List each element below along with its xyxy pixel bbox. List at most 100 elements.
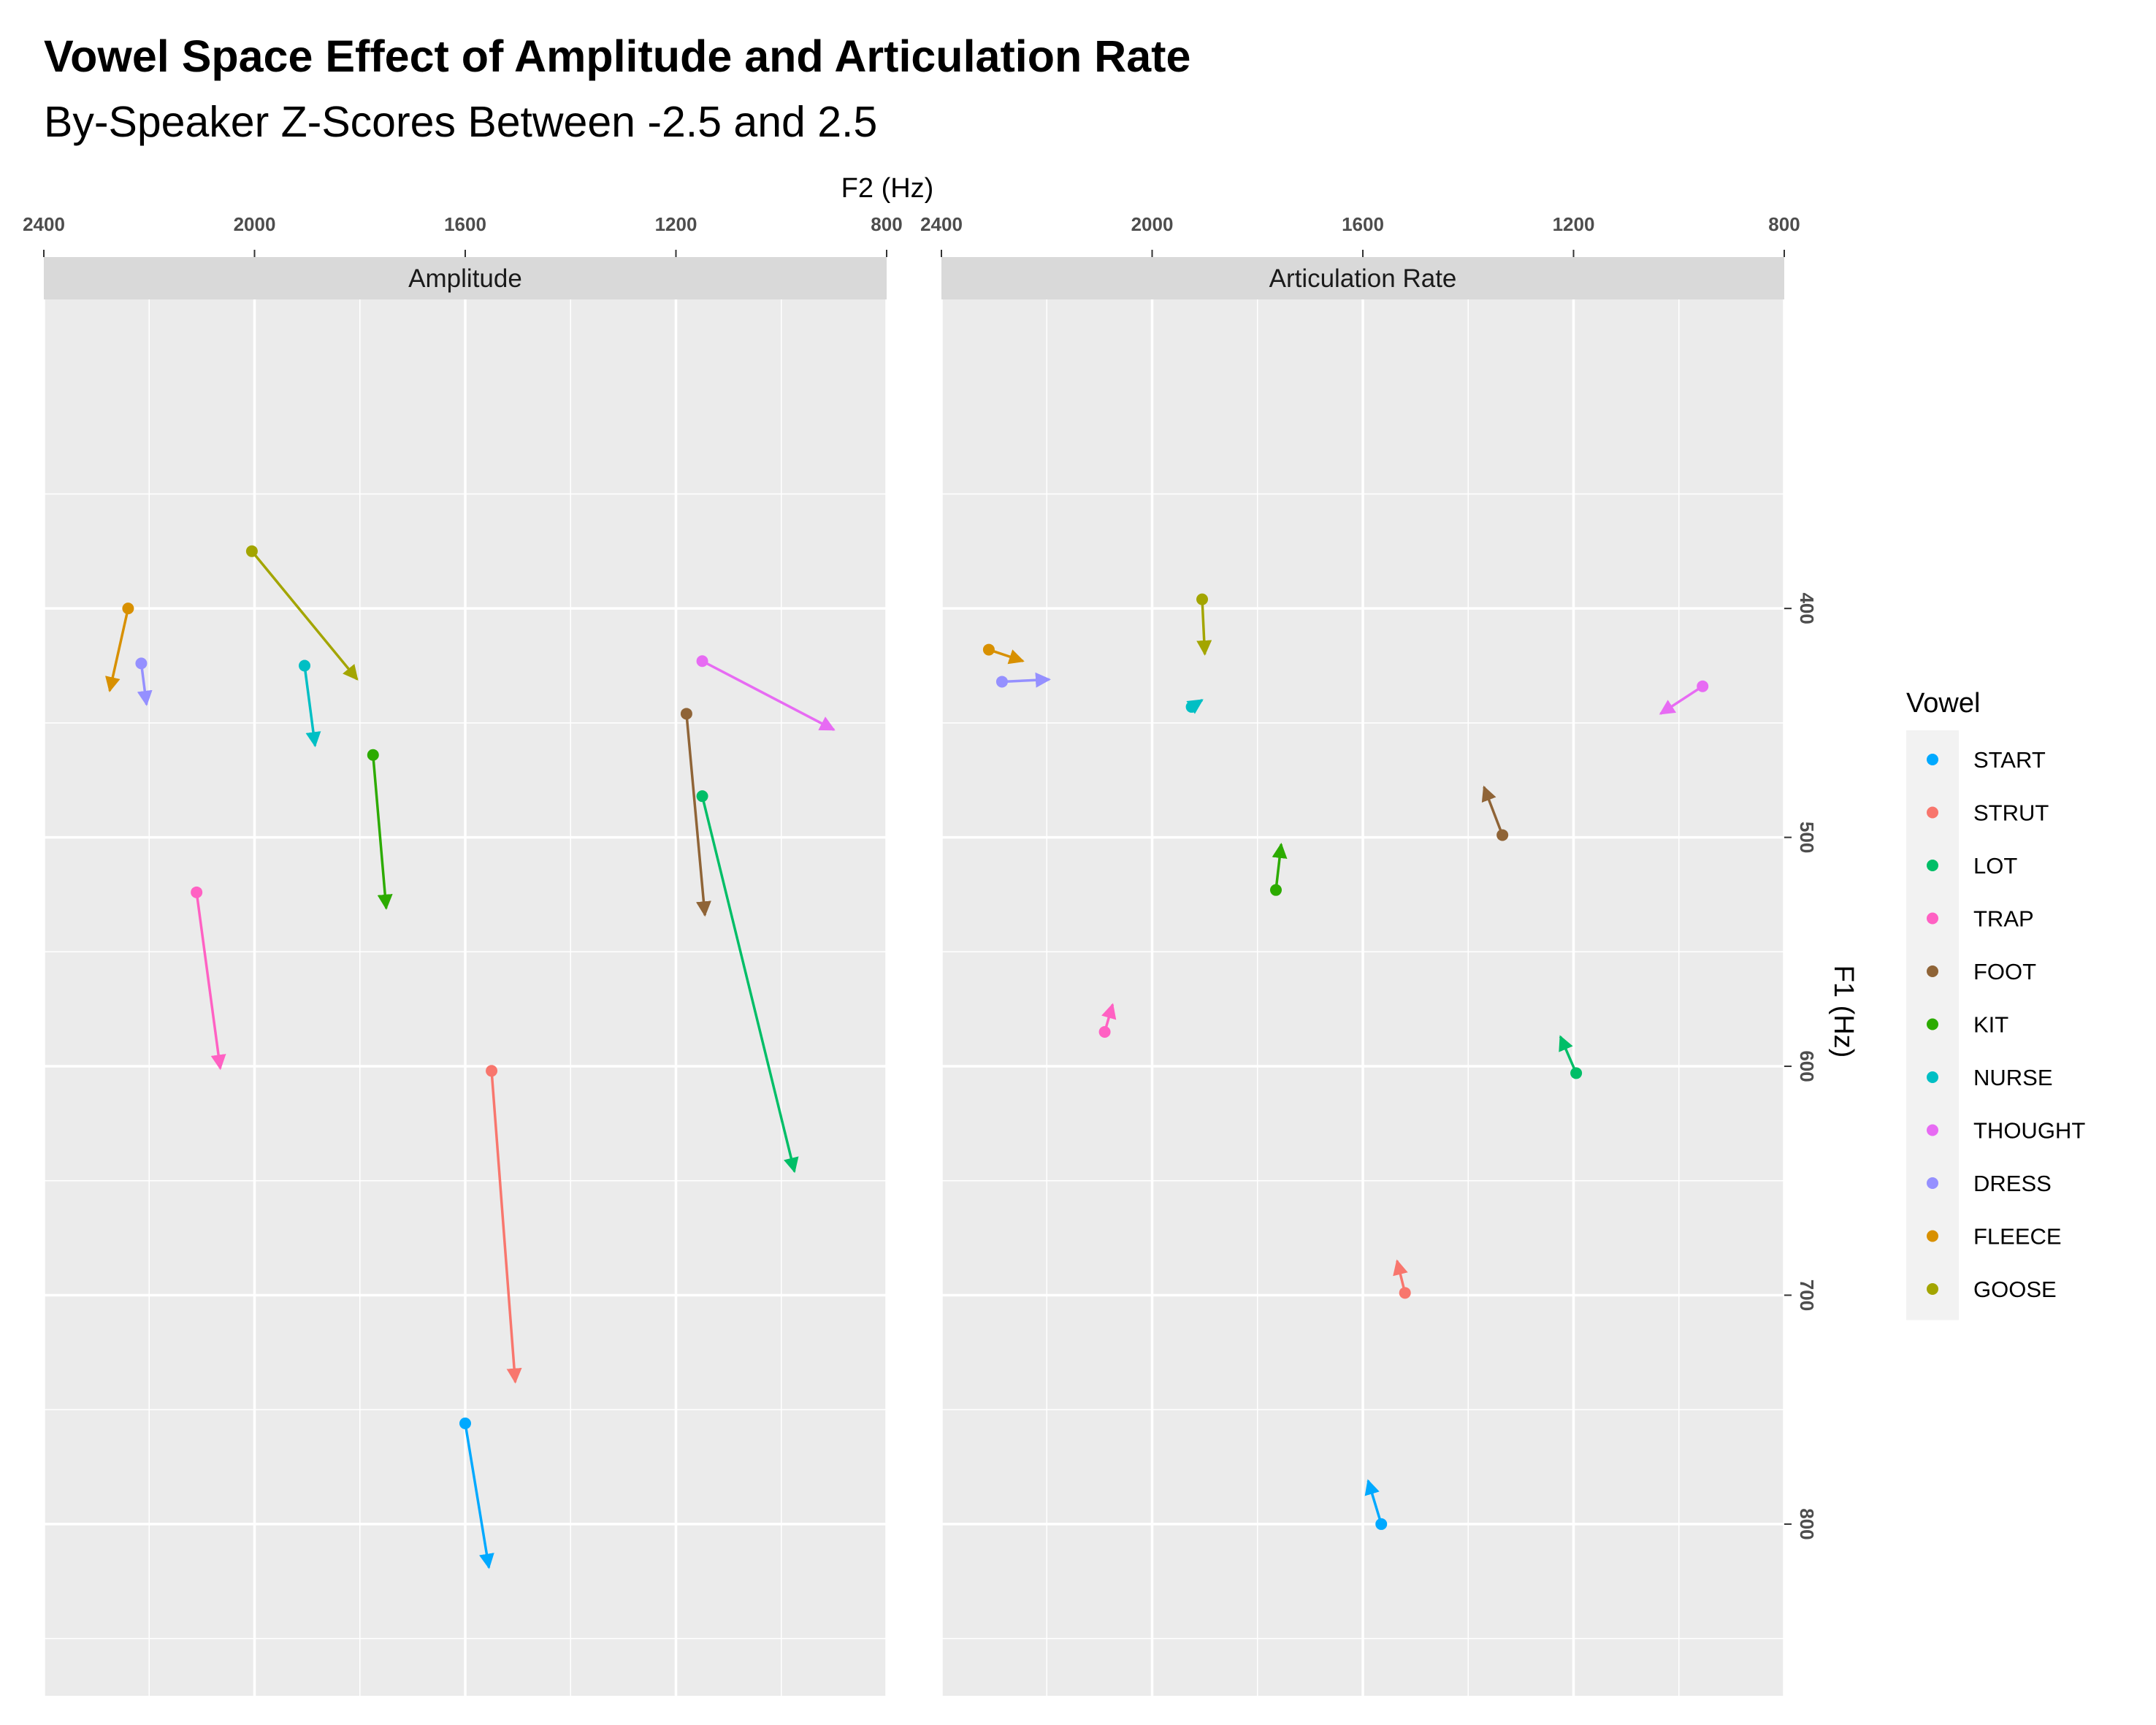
legend-item-fleece: FLEECE [1927,1224,2062,1250]
shift-arrow [1659,685,1704,715]
vowel-shift-start [1364,1479,1388,1530]
start-point [1098,1026,1111,1039]
legend-label: GOOSE [1973,1277,2057,1302]
shift-arrow [1272,842,1288,890]
shift-arrow [251,550,359,681]
y-tick-label: 800 [1796,1508,1818,1540]
shift-arrow [700,795,799,1174]
shift-arrow [1364,1479,1383,1525]
vowel-shift-nurse [299,659,321,748]
legend-key [1927,754,1938,765]
vowel-shift-kit [1269,842,1288,896]
vowel-shift-strut [486,1065,522,1384]
start-point [680,708,692,720]
legend-key [1927,1018,1938,1030]
legend-label: DRESS [1973,1171,2052,1196]
start-point [1196,593,1209,605]
shift-arrow [303,665,321,748]
x-tick-label: 2000 [1131,213,1174,235]
start-point [367,749,379,761]
legend-label: KIT [1973,1012,2008,1038]
legend-key [1927,965,1938,977]
legend-item-thought: THOUGHT [1927,1118,2085,1144]
legend-label: NURSE [1973,1065,2053,1090]
start-point [696,655,708,668]
vowel-shift-fleece [982,643,1025,665]
vowel-shift-thought [696,655,836,731]
vowel-shift-trap [1098,1003,1117,1039]
x-tick-label: 800 [871,213,902,235]
start-point [459,1418,471,1430]
start-point [1185,700,1198,713]
legend-key [1927,1230,1938,1242]
shift-arrow [988,648,1025,665]
shift-arrow [105,608,130,693]
vowel-shift-dress [135,657,153,706]
legend-key [1927,860,1938,871]
shift-arrow [464,1423,494,1569]
y-tick-label: 700 [1796,1280,1818,1311]
vowel-shift-foot [1481,785,1509,841]
shift-arrow [1196,599,1212,656]
legend: Vowel START STRUT LOT TRAP FOOT KIT NURSE THOUGH… [1906,688,2085,1320]
legend-label: FOOT [1973,959,2036,984]
start-point [1496,829,1509,841]
vowel-shift-thought [1659,680,1709,715]
x-tick-label: 1600 [1342,213,1384,235]
y-axis: 400 500 600 700 800 [1784,592,1818,1540]
shift-arrow [1001,672,1051,688]
x-axis-title: F2 (Hz) [841,173,934,204]
facet-strip-label: Articulation Rate [1269,264,1457,293]
vowel-shift-start [459,1418,494,1569]
legend-item-start: START [1927,747,2046,773]
vowel-shift-foot [680,708,711,917]
vowel-shift-dress [995,672,1051,688]
x-tick-label: 1600 [444,213,486,235]
legend-label: FLEECE [1973,1224,2062,1250]
shift-arrow [195,892,226,1071]
x-tick-label: 1200 [1553,213,1595,235]
x-tick-label: 2400 [23,213,65,235]
legend-item-foot: FOOT [1927,959,2036,984]
chart-subtitle: By-Speaker Z-Scores Between -2.5 and 2.5 [44,98,878,146]
legend-label: LOT [1973,853,2017,879]
vowel-shift-kit [367,749,393,910]
legend-label: STRUT [1973,800,2049,826]
start-point [1697,680,1709,692]
start-point [245,545,258,557]
start-point [122,603,134,615]
vowel-shift-goose [1196,593,1212,656]
facet-strip [44,257,887,299]
start-point [1375,1518,1388,1530]
legend-item-goose: GOOSE [1927,1277,2057,1302]
vowel-shift-goose [245,545,359,681]
shift-arrow [701,659,836,731]
legend-item-strut: STRUT [1927,800,2049,826]
vowel-shift-trap [191,886,226,1071]
vowel-shift-fleece [105,603,134,693]
start-point [995,676,1008,688]
legend-title: Vowel [1906,688,1980,719]
legend-label: START [1973,747,2046,773]
start-point [486,1065,498,1077]
legend-item-nurse: NURSE [1927,1065,2053,1090]
start-point [191,886,203,898]
legend-key [1927,1283,1938,1295]
start-point [982,643,995,656]
legend-key [1927,806,1938,819]
shift-arrow [1481,785,1504,836]
start-point [1269,884,1282,896]
start-point [696,790,708,803]
legend-label: THOUGHT [1973,1118,2085,1144]
start-point [1399,1287,1411,1299]
shift-arrow [490,1071,522,1384]
legend-label: TRAP [1973,906,2034,932]
vowel-shift-strut [1393,1259,1411,1299]
legend-key [1927,1124,1938,1136]
y-tick-label: 600 [1796,1050,1818,1082]
x-tick-label: 2400 [920,213,963,235]
legend-item-dress: DRESS [1927,1171,2052,1196]
shift-arrow [685,714,711,917]
y-tick-label: 400 [1796,592,1818,624]
